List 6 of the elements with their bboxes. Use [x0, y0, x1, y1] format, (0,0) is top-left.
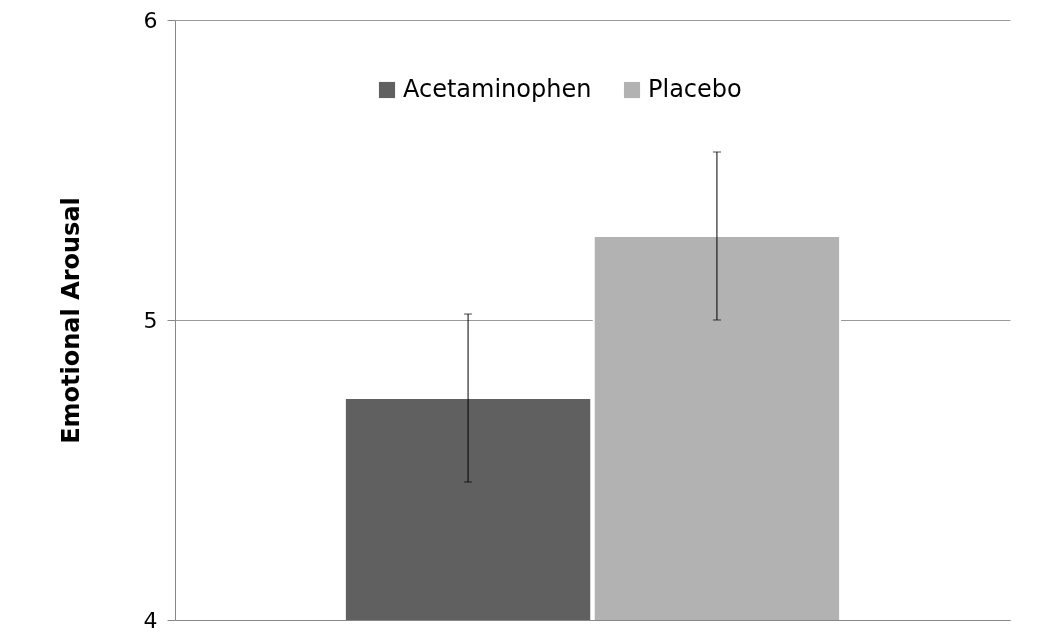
y-axis-title: Emotional Arousal [56, 197, 85, 444]
y-tick-label: 6 [143, 7, 158, 33]
legend-label: Placebo [648, 75, 742, 103]
y-tick-label: 5 [143, 307, 158, 333]
y-tick-label: 4 [143, 607, 158, 633]
legend-label: Acetaminophen [403, 75, 592, 103]
